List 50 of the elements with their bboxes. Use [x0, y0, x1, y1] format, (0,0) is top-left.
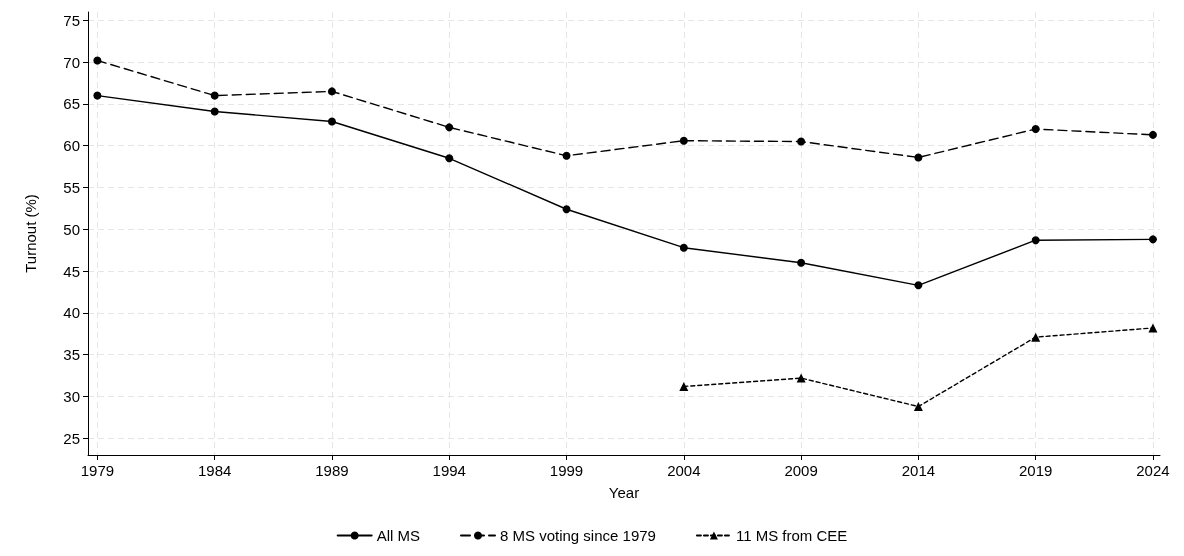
y-tick-label: 65 [63, 95, 80, 113]
legend-label: 11 MS from CEE [735, 527, 848, 544]
y-tick-label: 35 [63, 346, 80, 364]
y-tick-label: 70 [63, 53, 80, 71]
point [1031, 236, 1040, 245]
x-tick-label: 1994 [432, 462, 466, 479]
point [1148, 235, 1157, 244]
point [562, 151, 571, 160]
x-tick-label: 1989 [315, 462, 349, 479]
point [797, 258, 806, 267]
point [913, 402, 923, 412]
y-tick-label: 75 [63, 11, 80, 29]
x-tick-label: 2019 [1018, 462, 1053, 479]
point [210, 107, 219, 116]
y-axis-title: Turnout (%) [22, 194, 39, 273]
point [327, 87, 336, 96]
point [1031, 332, 1041, 342]
x-tick-label: 2014 [901, 462, 936, 479]
point [1148, 130, 1157, 139]
legend-label: 8 MS voting since 1979 [500, 527, 656, 544]
point [679, 136, 688, 145]
point [679, 381, 689, 391]
point [914, 153, 923, 162]
y-tick-label: 45 [63, 262, 80, 280]
point [796, 373, 806, 383]
y-tick-label: 55 [63, 179, 80, 197]
point [679, 243, 688, 252]
x-axis-title: Year [608, 484, 640, 501]
x-tick-label: 1979 [80, 462, 115, 479]
point [210, 91, 219, 100]
point [93, 56, 102, 65]
point [797, 137, 806, 146]
point [445, 123, 454, 132]
x-tick-label: 2004 [667, 462, 701, 479]
y-tick-label: 60 [63, 137, 80, 155]
y-tick-label: 25 [63, 429, 80, 447]
point [1031, 125, 1040, 134]
y-tick-label: 40 [63, 304, 80, 322]
point [914, 281, 923, 290]
y-tick-label: 30 [63, 387, 80, 405]
x-tick-label: 2024 [1136, 462, 1170, 479]
point [327, 117, 336, 126]
point [93, 91, 102, 100]
x-tick-label: 2009 [784, 462, 818, 479]
legend-label: All MS [376, 527, 420, 544]
x-tick-label: 1999 [549, 462, 584, 479]
y-tick-label: 50 [63, 220, 80, 238]
point [445, 154, 454, 163]
point [562, 205, 571, 214]
x-tick-label: 1984 [197, 462, 232, 479]
